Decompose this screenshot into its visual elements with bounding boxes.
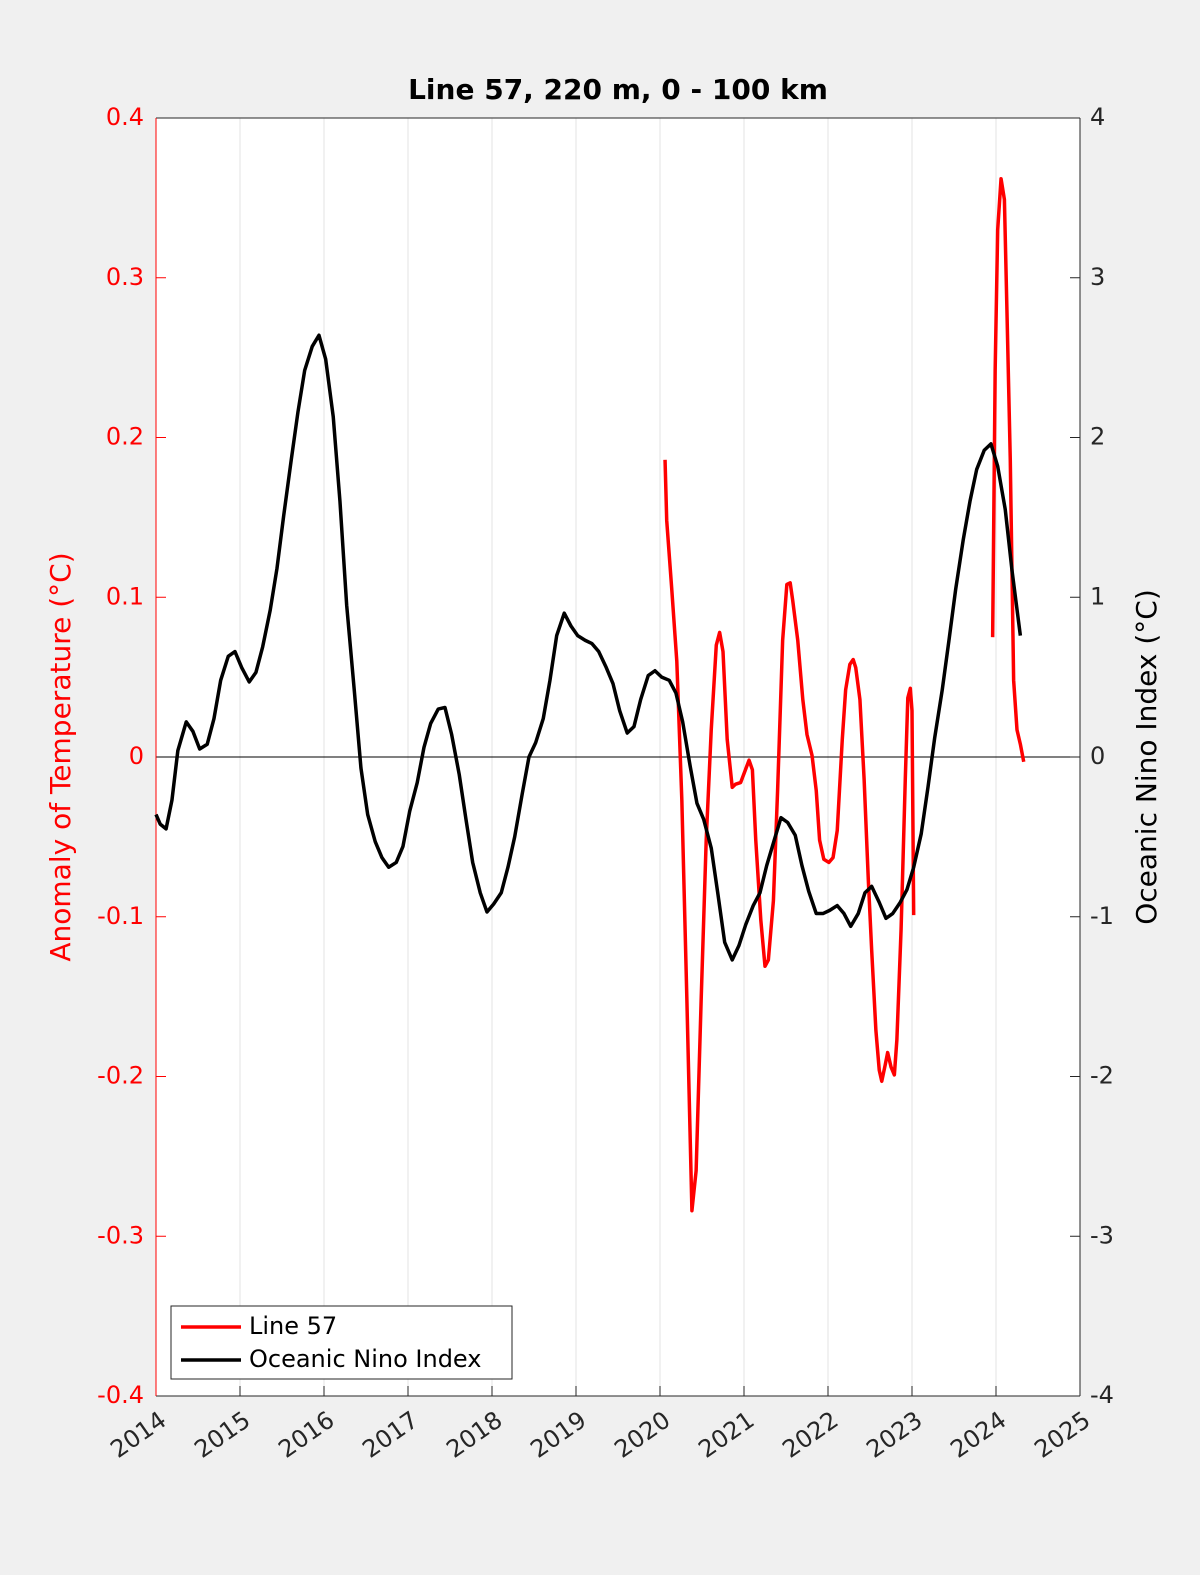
data-line [154, 333, 1023, 962]
y-tick-label: 0.3 [106, 263, 144, 291]
y2-tick-label: 4 [1090, 103, 1105, 131]
y-axis-label: Anomaly of Temperature (°C) [44, 552, 77, 961]
y2-tick-label: 2 [1090, 423, 1105, 451]
legend-label: Line 57 [249, 1312, 337, 1340]
y-tick-label: -0.2 [97, 1062, 144, 1090]
y2-tick-label: -3 [1090, 1221, 1114, 1249]
y-tick-label: 0 [129, 742, 144, 770]
y2-tick-label: -2 [1090, 1062, 1114, 1090]
y2-tick-label: 3 [1090, 263, 1105, 291]
chart-title: Line 57, 220 m, 0 - 100 km [408, 73, 828, 106]
y-tick-label: -0.1 [97, 902, 144, 930]
y2-axis-label: Oceanic Nino Index (°C) [1130, 589, 1163, 925]
y-tick-label: 0.4 [106, 103, 144, 131]
y-tick-label: 0.1 [106, 582, 144, 610]
y-tick-label: -0.3 [97, 1221, 144, 1249]
y2-tick-label: -1 [1090, 902, 1114, 930]
y-tick-label: -0.4 [97, 1381, 144, 1409]
data-line [663, 176, 1026, 1213]
y2-tick-label: 1 [1090, 582, 1105, 610]
legend-box [170, 1305, 513, 1380]
y-tick-label: 0.2 [106, 423, 144, 451]
y2-tick-label: 0 [1090, 742, 1105, 770]
legend-label: Oceanic Nino Index [249, 1345, 481, 1373]
y2-tick-label: -4 [1090, 1381, 1114, 1409]
